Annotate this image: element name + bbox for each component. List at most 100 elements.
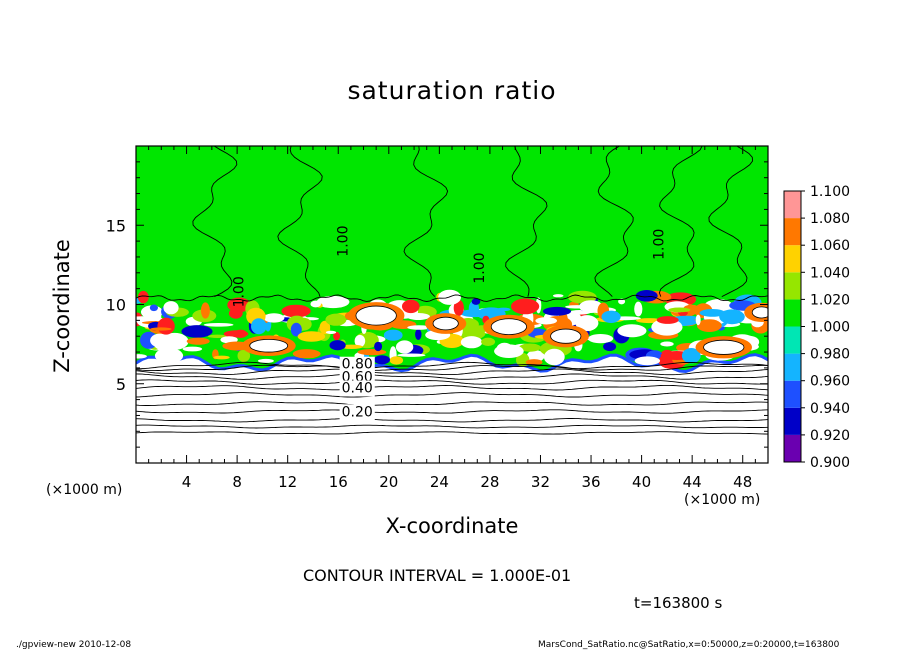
cloud-patch — [182, 346, 203, 352]
cloud-patch — [163, 301, 179, 315]
cloud-patch — [395, 340, 414, 354]
cloud-patch — [374, 341, 383, 352]
contour-label-bg — [339, 404, 375, 421]
subsaturated-lens — [703, 339, 745, 355]
cloud-patch — [407, 325, 431, 330]
x-tick-label: 40 — [632, 473, 651, 491]
x-tick-label: 36 — [581, 473, 600, 491]
colorbar-label: 0.980 — [810, 347, 850, 363]
cloud-patch — [601, 310, 621, 323]
x-tick-label: 48 — [733, 473, 752, 491]
contour-line — [594, 146, 634, 297]
cloud-patch — [634, 356, 661, 366]
cloud-patch — [290, 322, 302, 337]
cloud-patch — [297, 331, 326, 342]
cloud-patch — [494, 344, 524, 359]
x-axis-label: X-coordinate — [385, 514, 519, 538]
contour-label: 0.40 — [342, 381, 373, 397]
cloud-patch — [357, 349, 387, 356]
contour-label: 1.00 — [335, 226, 351, 257]
colorbar-label: 1.020 — [810, 292, 850, 308]
subsaturated-lens — [249, 338, 289, 353]
cloud-patch — [207, 334, 227, 338]
subsaturated-lens — [490, 318, 527, 336]
contour-line — [403, 146, 449, 297]
cloud-patch — [481, 337, 496, 346]
cloud-patch — [402, 299, 420, 314]
contour-line — [277, 146, 323, 297]
contour-line — [136, 409, 768, 414]
cloud-patch — [603, 342, 617, 352]
colorbar-band — [784, 218, 801, 246]
colorbar: 0.900 0.920 0.940 0.960 0.980 1.000 1.020 1.040… — [783, 184, 850, 471]
contour-labels: 1.001.001.001.000.800.600.400.20 — [232, 226, 667, 421]
cloud-patch — [150, 327, 172, 331]
contour-label: 1.00 — [232, 276, 248, 307]
colorbar-band — [784, 299, 801, 327]
cloud-patch — [510, 298, 540, 315]
subsaturated-lens — [355, 305, 397, 326]
contour-label: 0.80 — [342, 357, 373, 373]
cloud-patch — [471, 298, 481, 305]
colorbar-label: 1.100 — [810, 184, 850, 200]
cloud-patch — [668, 307, 691, 313]
cloud-patch — [200, 302, 210, 319]
y-tick-label: 15 — [106, 216, 126, 235]
y-axis: 5 10 15 — [106, 161, 768, 448]
cloud-patch — [696, 319, 722, 332]
contour-line — [136, 373, 768, 380]
cloud-patch — [617, 324, 647, 338]
contour-line — [136, 379, 768, 385]
footer-source: MarsCond_SatRatio.nc@SatRatio,x=0:50000,… — [538, 640, 840, 650]
x-unit-label: (×1000 m) — [684, 492, 761, 508]
x-tick-label: 32 — [531, 473, 550, 491]
cloud-patch — [543, 348, 565, 366]
y-axis-label: Z-coordinate — [50, 239, 74, 373]
cloud-patch — [181, 325, 213, 338]
cloud-patch — [635, 290, 658, 302]
colorbar-label: 0.900 — [810, 455, 850, 471]
cloud-patch — [310, 300, 322, 308]
cloud-patch — [552, 294, 564, 298]
contour-line — [136, 424, 768, 429]
cloud-patch — [542, 306, 572, 316]
x-axis: 4 8 12 16 20 24 28 32 36 40 44 48 — [148, 146, 756, 491]
contour-label: 1.00 — [472, 252, 488, 283]
colorbar-label: 1.080 — [810, 211, 850, 227]
colorbar-label: 1.060 — [810, 238, 850, 254]
colorbar-label: 1.000 — [810, 320, 850, 336]
contour-line — [136, 392, 768, 398]
cloud-patch — [525, 359, 543, 366]
contour-line — [658, 146, 703, 297]
cloud-patch — [257, 358, 274, 363]
cloud-patch — [453, 299, 464, 316]
contour-line — [505, 146, 548, 297]
colorbar-band — [784, 353, 801, 381]
contour-line — [136, 418, 768, 423]
x-tick-label: 16 — [329, 473, 348, 491]
cloud-patch — [719, 309, 745, 325]
cloud-patch — [329, 340, 346, 351]
cloud-patch — [656, 316, 679, 324]
contour-line — [136, 401, 768, 406]
cloud-patch — [354, 334, 366, 348]
contour-line — [136, 361, 768, 370]
subsaturated-lens — [751, 306, 768, 319]
cloud-patch — [220, 336, 238, 344]
cloud-patch — [250, 318, 267, 335]
colorbar-band — [784, 245, 801, 273]
colorbar-band — [784, 380, 801, 408]
cloud-patch — [575, 315, 599, 332]
cloud-patch — [203, 323, 234, 327]
cloud-patch — [579, 300, 603, 313]
contour-label: 0.20 — [342, 404, 373, 420]
cloud-patch — [389, 356, 404, 365]
saturation-field — [136, 146, 768, 463]
contour-line — [136, 364, 768, 372]
cloud-patch — [281, 304, 311, 318]
cloud-patch — [460, 309, 489, 318]
cloud-patch — [518, 343, 542, 352]
cloud-patch — [292, 349, 321, 359]
contour-interval-note: CONTOUR INTERVAL = 1.000E-01 — [303, 566, 572, 585]
